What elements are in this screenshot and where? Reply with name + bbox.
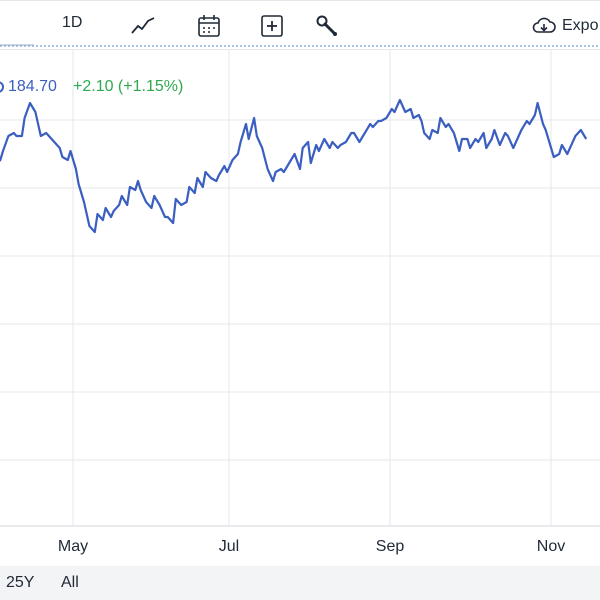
- legend-price: 184.70: [8, 78, 57, 95]
- range-all-button[interactable]: All: [61, 574, 79, 591]
- series-line: [0, 98, 588, 234]
- chart-toolbar: 1D Expo: [0, 0, 600, 50]
- range-1d-button[interactable]: 1D: [62, 14, 83, 31]
- plus-box-icon[interactable]: [259, 13, 285, 39]
- calendar-icon[interactable]: [196, 13, 222, 39]
- export-button[interactable]: Expo: [531, 13, 598, 39]
- export-label: Expo: [562, 17, 599, 34]
- wrench-icon[interactable]: [314, 13, 340, 39]
- x-axis: May Jul Sep Nov: [58, 538, 565, 555]
- panel-marker: [0, 44, 34, 46]
- x-tick-label: May: [58, 538, 88, 555]
- range-selector-bar: 25Y All: [0, 566, 600, 600]
- chart-grid: [0, 50, 600, 527]
- x-tick-label: Sep: [376, 538, 405, 555]
- legend-change: +2.10 (+1.15%): [73, 78, 184, 95]
- x-tick-label: Jul: [219, 538, 239, 555]
- range-25y-button[interactable]: 25Y: [6, 574, 35, 591]
- cloud-download-icon: [532, 17, 556, 33]
- price-series: [0, 98, 588, 234]
- x-tick-label: Nov: [537, 538, 565, 555]
- line-chart-icon[interactable]: [130, 13, 156, 39]
